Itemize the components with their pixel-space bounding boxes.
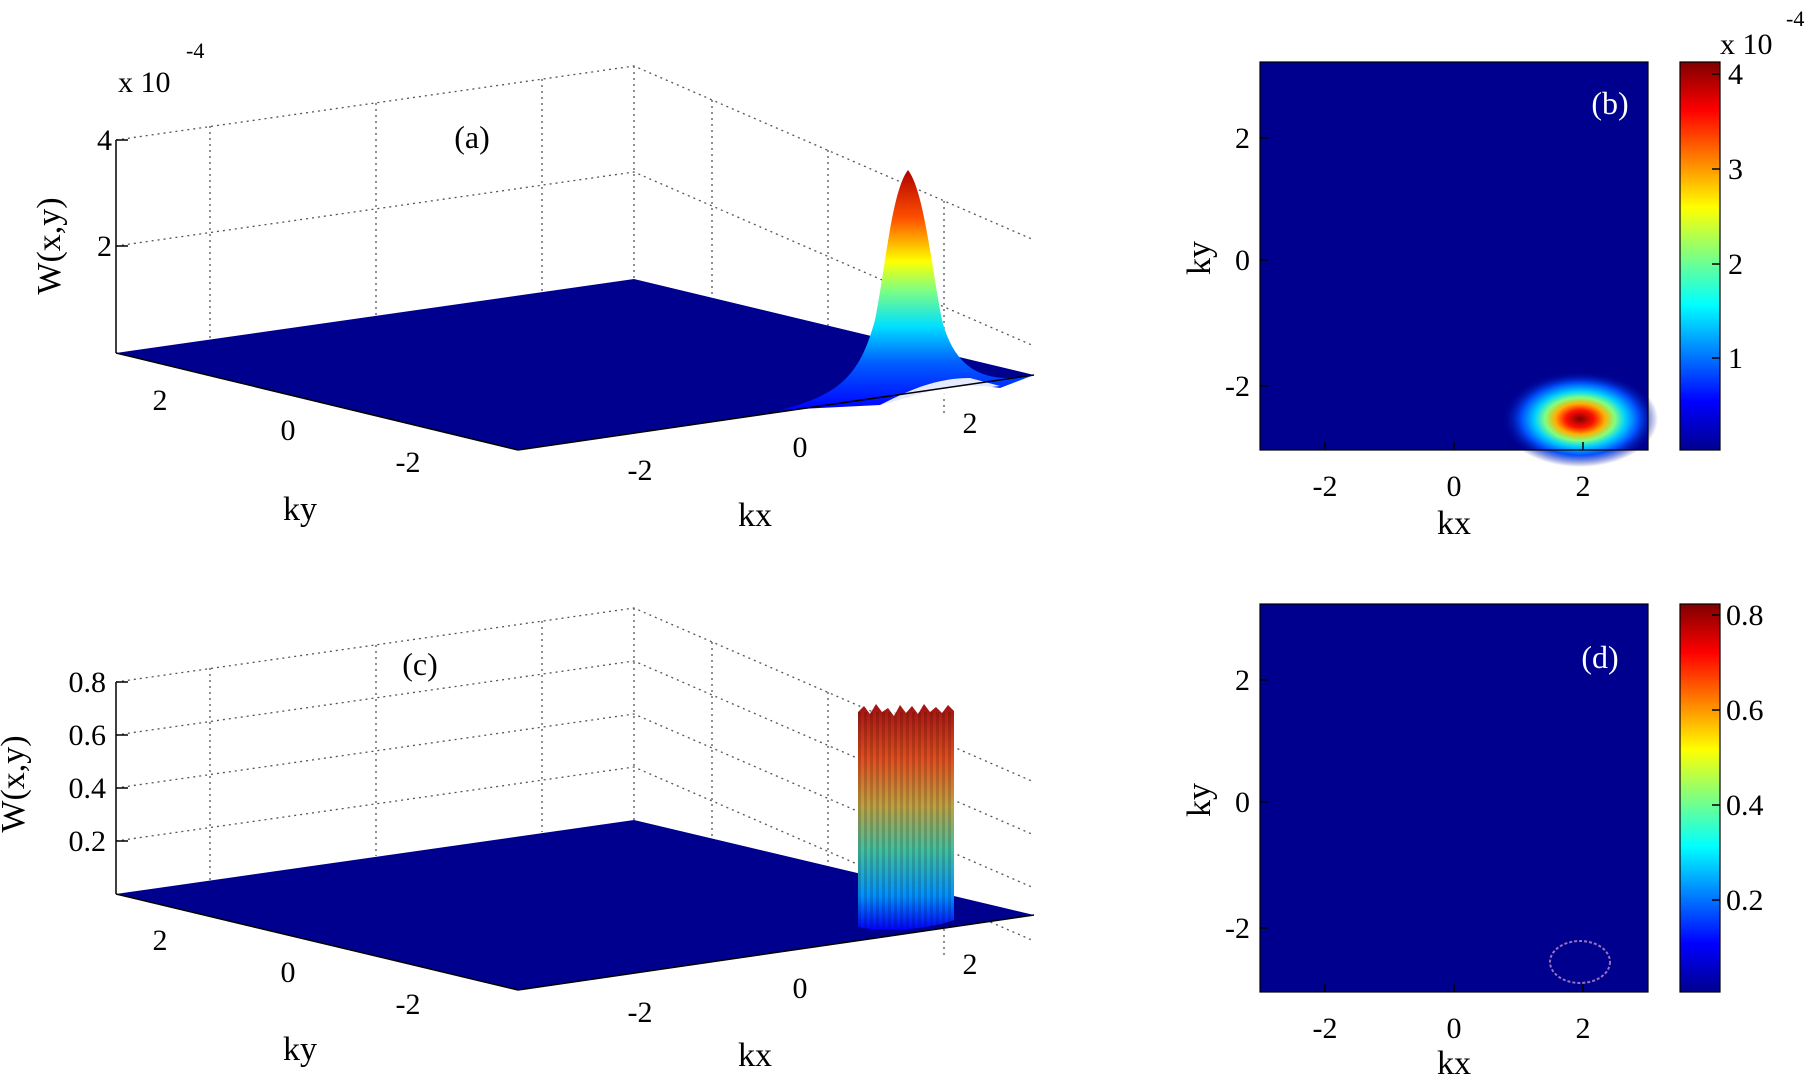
panel-a: 4 2 x 10 -4 2 0 -2 -2 0 2 ky kx W(x,y) (… — [31, 38, 1035, 534]
panel-d-ylabel: ky — [1181, 783, 1218, 817]
panel-c-ytick-label-3: -2 — [396, 988, 421, 1021]
panel-a-zlabel: W(x,y) — [31, 197, 68, 294]
panel-a-xtick-label-1: -2 — [628, 454, 653, 487]
panel-c-ytick-label-2: 0 — [281, 956, 296, 989]
panel-b-xtick-label-2: 0 — [1447, 470, 1462, 503]
panel-d-label: (d) — [1581, 639, 1618, 675]
panel-d-ytick-label-3: -2 — [1225, 912, 1250, 945]
panel-c-surface-floor — [116, 820, 1034, 990]
panel-c-surface-wall — [858, 704, 954, 930]
panel-b-xtick-label-3: 2 — [1576, 470, 1591, 503]
panel-a-surface-base-skirt — [870, 378, 1000, 410]
panel-a-yaxis — [115, 352, 519, 451]
panel-b-xlabel: kx — [1437, 505, 1471, 542]
panel-c-xtick-label-3: 2 — [963, 948, 978, 981]
panel-c-grid-z06 — [115, 660, 1035, 836]
panel-b-cbtick-label-3: 3 — [1728, 153, 1743, 186]
panel-b-ylabel: ky — [1181, 241, 1218, 275]
panel-c-ztick-label-06: 0.6 — [69, 719, 107, 752]
panel-b-cbtick-label-4: 4 — [1728, 58, 1743, 91]
panel-c-ytick-label-1: 2 — [153, 924, 168, 957]
panel-d-xlabel: kx — [1437, 1045, 1471, 1079]
panel-c-ztick-label-08: 0.8 — [69, 666, 107, 699]
panel-d-cbtick-label-2: 0.4 — [1726, 789, 1764, 822]
panel-b-cbtick-label-1: 1 — [1728, 342, 1743, 375]
panel-b: -2 0 2 2 0 -2 kx ky (b) 1 2 3 4 x 10 -4 — [1181, 6, 1804, 542]
panel-a-xtick-label-3: 2 — [963, 407, 978, 440]
panel-d-colorbar — [1679, 603, 1721, 993]
panel-c-ylabel: ky — [283, 1031, 317, 1068]
panel-c-yaxis — [115, 893, 519, 991]
panel-c: 0.8 0.6 0.4 0.2 2 0 -2 -2 0 2 ky kx W(x,… — [0, 607, 1035, 1074]
panel-a-ztick-label-2: 2 — [97, 230, 112, 263]
panel-b-xtick-label-1: -2 — [1313, 470, 1338, 503]
panel-b-ytick-label-2: 0 — [1235, 244, 1250, 277]
panel-d-heatmap — [1260, 604, 1648, 992]
panel-b-label: (b) — [1591, 85, 1628, 121]
panel-d-cbtick-label-1: 0.2 — [1726, 884, 1764, 917]
panel-a-label: (a) — [454, 119, 490, 155]
panel-b-cb-multiplier-exp: -4 — [1786, 6, 1804, 31]
panel-c-xlabel: kx — [738, 1037, 772, 1074]
panel-b-cbtick-label-2: 2 — [1728, 248, 1743, 281]
panel-c-xaxis — [517, 914, 1035, 991]
panel-b-hotspot — [1502, 371, 1658, 467]
panel-b-colorbar — [1679, 61, 1721, 451]
panel-d-ytick-label-2: 0 — [1235, 786, 1250, 819]
panel-d-cbtick-label-4: 0.8 — [1726, 599, 1764, 632]
panel-b-ytick-label-3: -2 — [1225, 370, 1250, 403]
panel-a-ylabel: ky — [283, 491, 317, 528]
panel-d-ytick-label-1: 2 — [1235, 664, 1250, 697]
panel-a-surface-peak — [780, 170, 1034, 410]
panel-a-ztick-label-4: 4 — [97, 124, 112, 157]
panel-c-ztick-label-04: 0.4 — [69, 772, 107, 805]
panel-d-cbtick-label-3: 0.6 — [1726, 694, 1764, 727]
panel-d-xtick-label-3: 2 — [1576, 1012, 1591, 1045]
panel-c-label: (c) — [402, 646, 438, 682]
panel-d: -2 0 2 2 0 -2 kx ky (d) 0.2 0.4 0.6 0.8 — [1181, 599, 1764, 1079]
panel-c-ztick-label-02: 0.2 — [69, 825, 107, 858]
panel-c-zlabel: W(x,y) — [0, 735, 32, 832]
panel-c-grid-z04 — [115, 713, 1035, 889]
panel-d-ring — [1549, 940, 1611, 984]
panel-a-zmultiplier: x 10 — [118, 66, 171, 99]
panel-d-xtick-label-2: 0 — [1447, 1012, 1462, 1045]
panel-c-grid-z02 — [115, 766, 1035, 942]
panel-a-xtick-label-2: 0 — [793, 431, 808, 464]
panel-b-cb-multiplier: x 10 — [1720, 28, 1773, 61]
panel-a-xlabel: kx — [738, 497, 772, 534]
panel-c-xtick-label-2: 0 — [793, 972, 808, 1005]
panel-a-xaxis — [517, 374, 1035, 451]
panel-a-ytick-label-2: 0 — [281, 414, 296, 447]
panel-a-ytick-label-3: -2 — [396, 446, 421, 479]
panel-b-ytick-label-1: 2 — [1235, 122, 1250, 155]
panel-d-xtick-label-1: -2 — [1313, 1012, 1338, 1045]
panel-a-grid-z2 — [115, 171, 1035, 347]
panel-a-zmultiplier-exp: -4 — [186, 38, 204, 63]
panel-c-xtick-label-1: -2 — [628, 996, 653, 1029]
panel-a-ytick-label-1: 2 — [153, 384, 168, 417]
